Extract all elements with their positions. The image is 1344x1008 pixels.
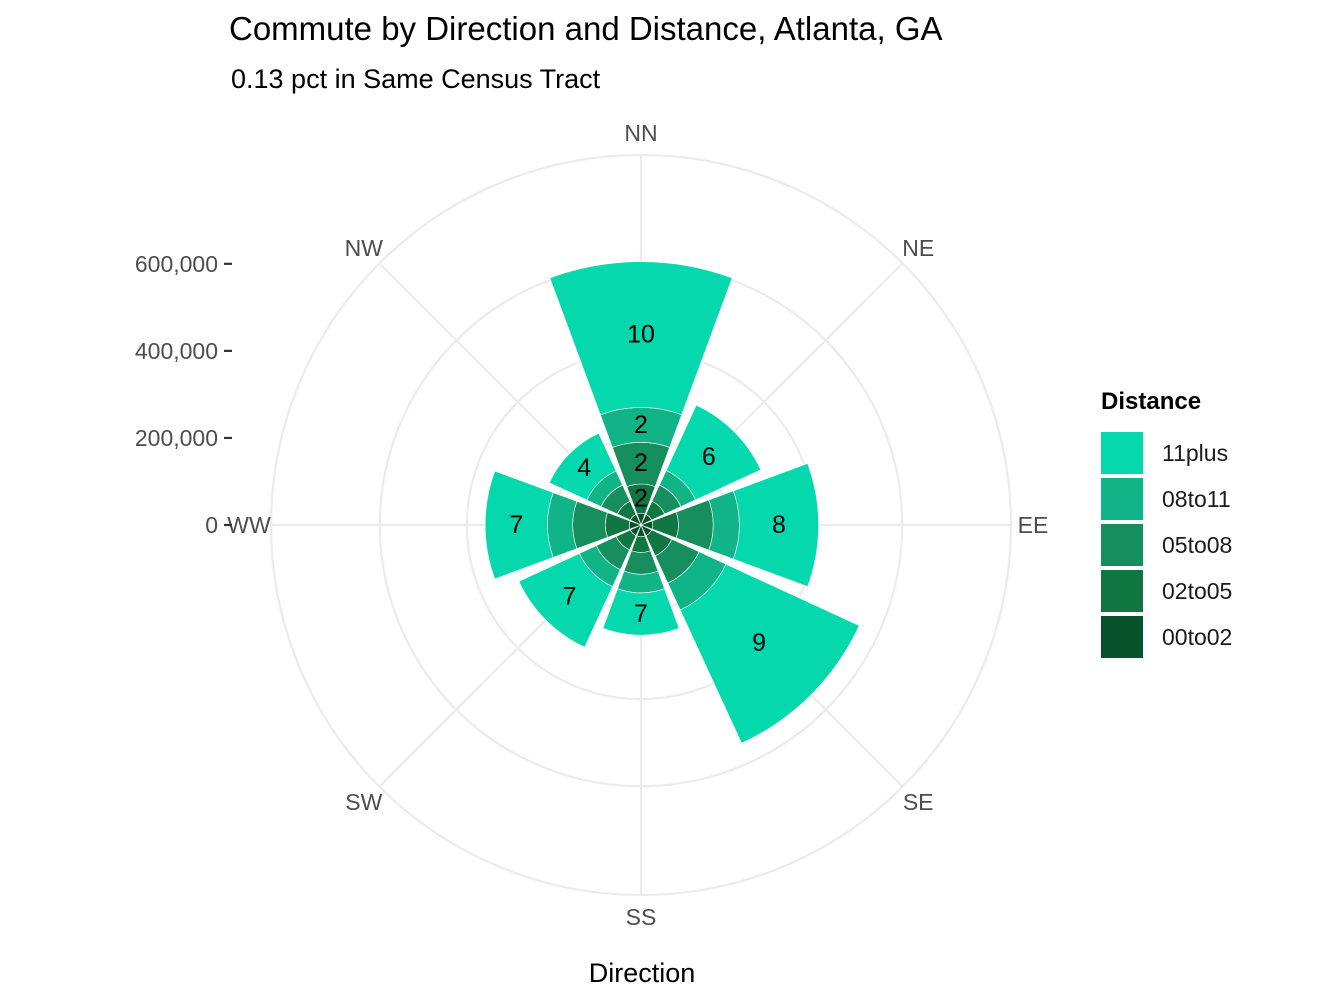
x-axis-ticks: NN NE EE SE SS SW WW NW [227,120,1048,930]
bar-label-nn-02to05: 2 [634,485,648,513]
bar-ee-11plus [732,463,819,587]
x-tick-label-nn: NN [624,120,657,146]
x-tick-label-se: SE [903,789,934,815]
x-tick-label-nw: NW [345,235,384,261]
bar-ne-11plus [665,404,762,501]
x-tick-label-ne: NE [902,235,934,261]
legend-label-05to08: 05to08 [1162,531,1233,558]
bar-label-nn-08to11: 2 [634,411,648,439]
x-axis-label: Direction [588,958,696,988]
bar-ss-11plus [602,588,680,636]
x-tick-label-ee: EE [1018,512,1049,538]
legend-label-08to11: 08to11 [1162,485,1231,512]
legend-item-05to08: 05to08 [1101,522,1232,568]
bar-label-nw-11plus: 4 [577,454,591,482]
legend-item-00to02: 00to02 [1101,614,1232,660]
bar-label-ww-11plus: 7 [509,511,523,539]
bar-label-nn-05to08: 2 [634,449,648,477]
bar-labels: 10 2 2 2 6 8 9 7 7 7 4 [509,321,786,657]
x-tick-label-ss: SS [626,904,657,930]
legend-key-11plus [1101,432,1143,474]
y-tick-label-0: 0 [205,512,218,538]
bar-ss-05to08 [623,550,659,575]
legend-item-11plus: 11plus [1101,430,1232,476]
bar-ee-08to11 [708,490,740,560]
legend-title: Distance [1101,388,1202,415]
bar-se-11plus [679,563,860,744]
legend-items: 11plus 08to11 05to08 02to05 00to02 [1101,430,1232,660]
x-tick-label-sw: SW [345,789,382,815]
bar-nn-11plus [549,261,733,416]
legend-label-11plus: 11plus [1162,439,1229,466]
chart-title: Commute by Direction and Distance, Atlan… [229,10,943,47]
y-tick-label-2: 400,000 [135,338,218,364]
chart-subtitle: 0.13 pct in Same Census Tract [231,64,601,94]
legend-key-00to02 [1101,616,1143,658]
x-tick-label-ww: WW [227,512,271,538]
legend-label-02to05: 02to05 [1162,577,1233,604]
bar-label-ne-11plus: 6 [702,443,716,471]
y-tick-label-3: 600,000 [135,251,218,277]
legend-item-02to05: 02to05 [1101,568,1232,614]
bar-label-se-11plus: 9 [752,629,766,657]
legend-label-00to02: 00to02 [1162,623,1233,650]
bar-ee-05to08 [675,499,714,551]
legend-item-08to11: 08to11 [1101,476,1232,522]
bar-nw-11plus [548,432,617,501]
bar-ww-08to11 [547,492,578,558]
bar-label-ss-11plus: 7 [634,600,648,628]
bars [484,261,860,744]
legend: Distance 11plus 08to11 05to08 02to05 00to02 [1101,388,1232,660]
legend-key-02to05 [1101,570,1143,612]
bar-ww-11plus [484,470,554,580]
bar-label-sw-11plus: 7 [562,583,576,611]
legend-key-08to11 [1101,478,1143,520]
y-tick-label-1: 200,000 [135,425,218,451]
legend-key-05to08 [1101,524,1143,566]
bar-label-ee-11plus: 8 [772,511,786,539]
bar-label-nn-11plus: 10 [627,321,655,349]
bar-ww-05to08 [572,500,608,550]
y-axis: 0 200,000 400,000 600,000 [135,251,232,538]
bar-sw-11plus [518,553,613,648]
bar-ss-08to11 [617,570,665,594]
